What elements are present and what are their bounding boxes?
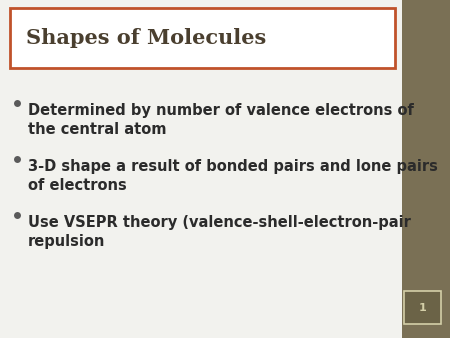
FancyBboxPatch shape [10,8,395,68]
Text: Use VSEPR theory (valence-shell-electron-pair
repulsion: Use VSEPR theory (valence-shell-electron… [28,215,411,249]
Text: Shapes of Molecules: Shapes of Molecules [26,28,266,48]
FancyBboxPatch shape [404,291,441,324]
Text: Determined by number of valence electrons of
the central atom: Determined by number of valence electron… [28,103,414,137]
Text: 1: 1 [418,303,427,313]
Text: 3-D shape a result of bonded pairs and lone pairs
of electrons: 3-D shape a result of bonded pairs and l… [28,159,438,193]
Bar [402,0,450,338]
